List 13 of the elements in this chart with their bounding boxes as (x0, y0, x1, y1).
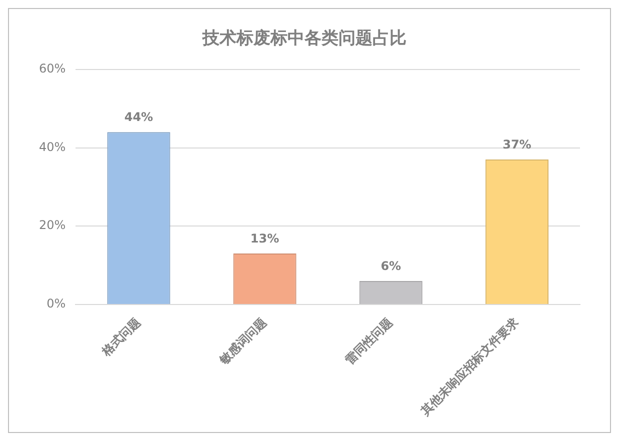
x-tick-label: 雷同性问题 (342, 315, 396, 368)
data-label: 13% (250, 232, 280, 246)
data-label: 37% (502, 138, 532, 152)
data-label: 6% (380, 259, 402, 274)
data-label: 44% (124, 110, 154, 124)
y-tick-label: 40% (39, 140, 66, 154)
y-tick-label: 20% (39, 218, 66, 232)
x-tick-label: 其他未响应招标文件要求 (417, 314, 522, 419)
x-tick-label: 格式问题 (98, 315, 144, 360)
y-tick-label: 0% (46, 296, 66, 311)
x-tick-label: 敏感词问题 (216, 315, 270, 368)
y-tick-label: 60% (39, 62, 66, 76)
chart-title: 技术标废标中各类问题占比 (202, 28, 406, 49)
